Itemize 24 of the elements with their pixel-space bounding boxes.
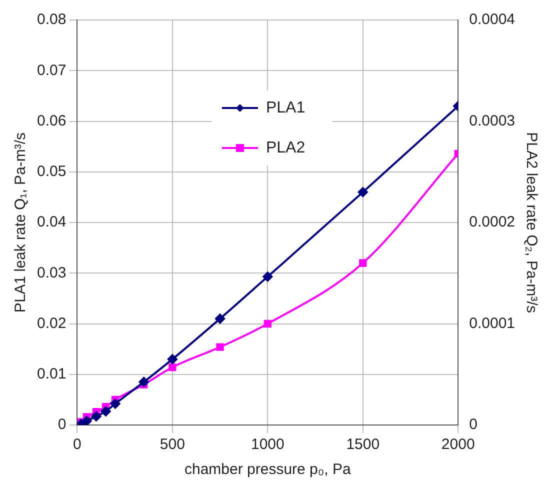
y-tick-label: 0.05 [36,163,66,180]
y2-tick-label: 0.0001 [469,314,516,332]
y2-tick-label: 0.0002 [469,214,516,231]
legend-label: PLA1 [266,99,306,116]
y-axis-title: PLA1 leak rate Q₁, Pa-m³/s [12,132,30,313]
x-tick-label: 2000 [441,436,475,454]
y-tick-label: 0 [58,416,66,434]
y-tick-label: 0.07 [36,62,66,79]
x-tick-label: 1000 [250,436,284,454]
legend-label: PLA2 [266,139,306,156]
y2-axis-title: PLA2 leak rate Q₂, Pa-m³/s [522,132,540,313]
y-tick-label: 0.04 [36,214,66,231]
y-tick-label: 0.06 [36,112,66,130]
y2-tick-label: 0.0004 [469,11,516,28]
y-tick-label: 0.08 [36,11,66,28]
y-tick-label: 0.01 [36,366,66,383]
y2-tick-label: 0 [469,416,478,434]
y2-tick-label: 0.0003 [469,112,516,130]
x-tick-label: 1500 [346,436,380,454]
x-axis-title: chamber pressure p₀, Pa [184,461,352,478]
x-tick-label: 0 [73,436,82,454]
x-tick-label: 500 [160,436,185,454]
y-tick-label: 0.03 [36,264,66,282]
y-tick-label: 0.02 [36,314,66,332]
